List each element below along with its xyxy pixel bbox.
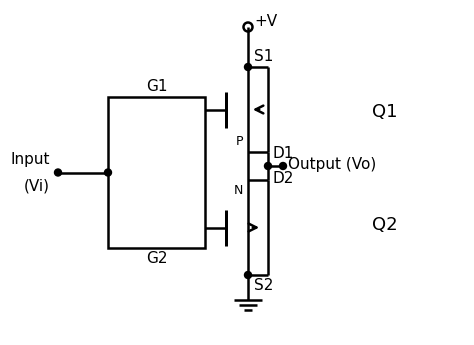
Bar	[108, 97, 205, 248]
Text: Input: Input	[10, 151, 50, 167]
Circle shape	[55, 169, 62, 176]
Text: G2: G2	[146, 251, 167, 266]
Circle shape	[245, 272, 252, 278]
Circle shape	[280, 162, 286, 169]
Text: D1: D1	[273, 146, 294, 161]
Circle shape	[245, 63, 252, 70]
Text: +V: +V	[254, 13, 277, 29]
Text: N: N	[234, 184, 243, 197]
Text: Q2: Q2	[372, 217, 398, 235]
Text: S1: S1	[254, 49, 273, 64]
Text: S2: S2	[254, 278, 273, 293]
Text: G1: G1	[146, 79, 167, 94]
Circle shape	[264, 162, 272, 169]
Text: Output (Vo): Output (Vo)	[288, 157, 376, 171]
Circle shape	[104, 169, 111, 176]
Text: D2: D2	[273, 171, 294, 186]
Text: Q1: Q1	[372, 102, 398, 120]
Text: (Vi): (Vi)	[24, 178, 50, 194]
Text: P: P	[236, 135, 243, 148]
